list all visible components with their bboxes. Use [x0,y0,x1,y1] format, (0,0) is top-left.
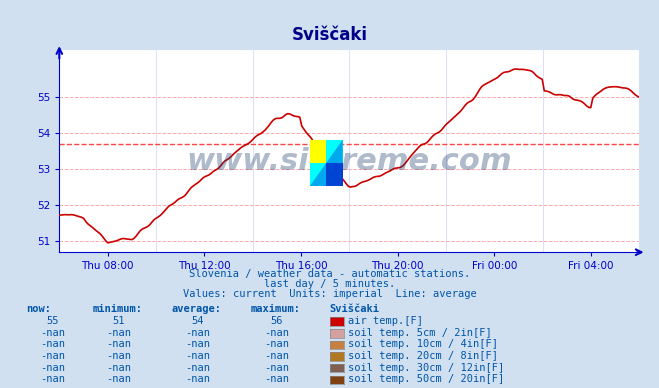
Text: -nan: -nan [40,339,65,349]
Text: -nan: -nan [185,374,210,384]
Text: air temp.[F]: air temp.[F] [348,316,423,326]
Polygon shape [326,163,343,186]
Polygon shape [310,163,326,186]
Text: -nan: -nan [106,362,131,372]
Text: -nan: -nan [264,327,289,338]
Text: 56: 56 [271,316,283,326]
Polygon shape [326,140,343,163]
Text: Values: current  Units: imperial  Line: average: Values: current Units: imperial Line: av… [183,289,476,300]
Text: -nan: -nan [40,327,65,338]
Text: now:: now: [26,304,51,314]
Text: Sviščaki: Sviščaki [330,304,380,314]
Text: 55: 55 [47,316,59,326]
Text: 54: 54 [192,316,204,326]
Text: -nan: -nan [40,362,65,372]
Text: www.si-vreme.com: www.si-vreme.com [186,147,512,176]
Text: -nan: -nan [40,351,65,361]
Text: Sviščaki: Sviščaki [291,26,368,44]
Text: -nan: -nan [264,362,289,372]
Polygon shape [310,140,326,163]
Text: -nan: -nan [40,374,65,384]
Text: average:: average: [171,304,221,314]
Text: 51: 51 [113,316,125,326]
Text: -nan: -nan [264,339,289,349]
Text: maximum:: maximum: [250,304,301,314]
Text: last day / 5 minutes.: last day / 5 minutes. [264,279,395,289]
Text: soil temp. 5cm / 2in[F]: soil temp. 5cm / 2in[F] [348,327,492,338]
Text: -nan: -nan [185,339,210,349]
Polygon shape [310,140,343,186]
Text: soil temp. 30cm / 12in[F]: soil temp. 30cm / 12in[F] [348,362,504,372]
Text: -nan: -nan [106,339,131,349]
Text: -nan: -nan [264,374,289,384]
Text: soil temp. 10cm / 4in[F]: soil temp. 10cm / 4in[F] [348,339,498,349]
Text: -nan: -nan [185,327,210,338]
Text: minimum:: minimum: [92,304,142,314]
Text: -nan: -nan [185,351,210,361]
Text: -nan: -nan [106,351,131,361]
Text: -nan: -nan [106,327,131,338]
Text: Slovenia / weather data - automatic stations.: Slovenia / weather data - automatic stat… [189,268,470,279]
Text: -nan: -nan [185,362,210,372]
Text: soil temp. 20cm / 8in[F]: soil temp. 20cm / 8in[F] [348,351,498,361]
Text: -nan: -nan [264,351,289,361]
Text: -nan: -nan [106,374,131,384]
Text: soil temp. 50cm / 20in[F]: soil temp. 50cm / 20in[F] [348,374,504,384]
